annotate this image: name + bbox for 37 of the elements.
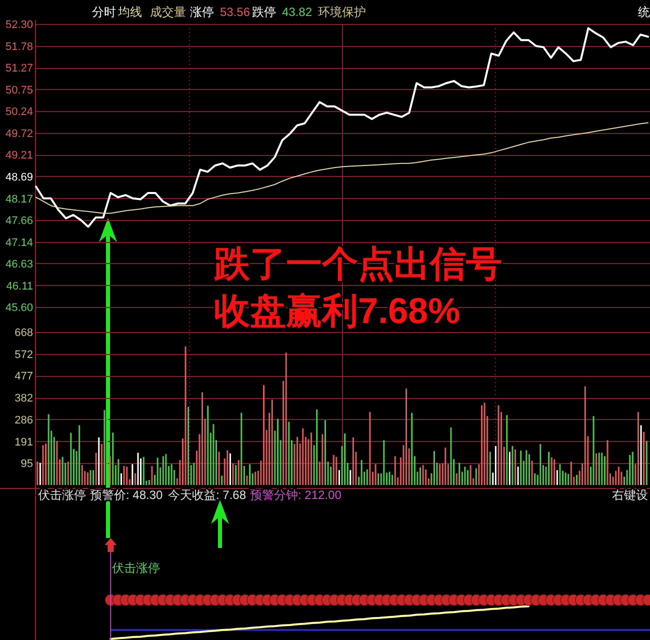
y-tick-label: 191	[14, 436, 33, 448]
text: 涨停	[190, 5, 214, 19]
y-tick-label: 50.75	[5, 84, 33, 96]
y-tick-label: 47.14	[5, 236, 33, 249]
y-tick-label: 45.60	[5, 302, 33, 314]
text: 分时	[92, 5, 116, 19]
y-tick-label: 52.30	[5, 19, 33, 31]
text: 43.82	[282, 5, 312, 19]
y-tick-label: 48.17	[5, 193, 33, 206]
y-tick-label: 51.78	[5, 40, 33, 53]
text: 右键设	[612, 488, 648, 502]
y-tick-label: 50.24	[5, 106, 33, 118]
y-tick-label: 382	[14, 392, 33, 404]
y-tick-label: 572	[14, 348, 33, 361]
y-tick-label: 51.27	[5, 62, 33, 75]
text: 预警分钟: 212.00	[250, 488, 342, 502]
text: 统	[638, 5, 650, 19]
y-tick-label: 49.21	[5, 150, 33, 162]
text: 伏击涨停	[112, 561, 160, 575]
text: 环境保护	[318, 5, 366, 19]
y-tick-label: 95	[20, 458, 33, 470]
y-tick-label: 286	[14, 414, 33, 426]
annotation: 收盘赢利7.68%	[214, 290, 460, 331]
text: 均线	[117, 5, 142, 19]
y-tick-label: 668	[14, 326, 33, 339]
annotation: 跌了一个点出信号	[213, 243, 502, 284]
y-tick-label: 46.63	[5, 258, 33, 270]
text: 成交量	[150, 5, 186, 19]
y-tick-label: 48.69	[5, 171, 33, 184]
text: 伏击涨停	[38, 488, 86, 502]
y-tick-label: 49.72	[5, 128, 33, 140]
text: 53.56	[220, 5, 250, 19]
y-tick-label: 46.11	[6, 280, 33, 292]
text: 今天收益: 7.68	[168, 488, 246, 502]
text: 跌停	[252, 5, 276, 19]
y-tick-label: 477	[14, 370, 33, 383]
y-tick-label: 47.66	[5, 214, 33, 227]
